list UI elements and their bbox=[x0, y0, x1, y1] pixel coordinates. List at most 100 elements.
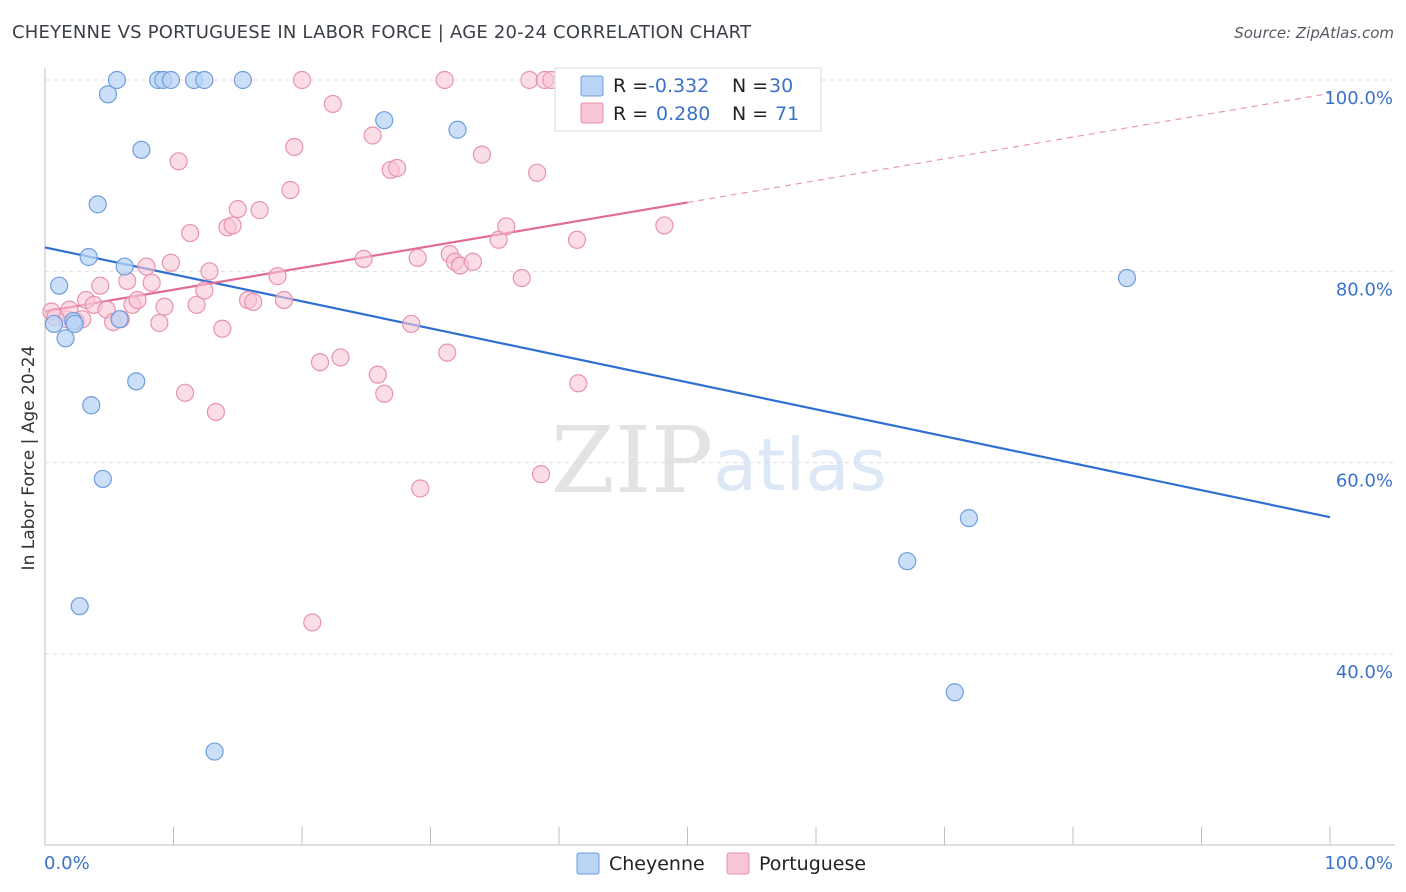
portuguese-point bbox=[331, 348, 350, 367]
cheyenne-point bbox=[1117, 268, 1137, 288]
portuguese-point bbox=[435, 70, 454, 90]
portuguese-point bbox=[200, 262, 219, 281]
portuguese-point bbox=[137, 257, 156, 276]
x-tick-label: 0.0% bbox=[44, 853, 90, 874]
portuguese-point bbox=[531, 465, 551, 484]
portuguese-point bbox=[187, 295, 206, 314]
portuguese-point bbox=[150, 313, 169, 333]
bottom-legend-label-cheyenne: Cheyenne bbox=[609, 853, 705, 875]
legend-r-label-2: R = bbox=[613, 103, 648, 125]
cheyenne-point bbox=[945, 683, 964, 702]
portuguese-point bbox=[206, 402, 226, 422]
portuguese-point bbox=[408, 248, 427, 268]
chart-title: CHEYENNE VS PORTUGUESE IN LABOR FORCE | … bbox=[12, 22, 752, 43]
portuguese-point bbox=[169, 152, 188, 171]
y-tick-labels: 100.0% 80.0% 60.0% 40.0% bbox=[1324, 88, 1393, 683]
portuguese-point bbox=[463, 252, 483, 271]
source-label: Source: ZipAtlas.com bbox=[1234, 24, 1394, 42]
cheyenne-point bbox=[448, 120, 467, 139]
portuguese-point bbox=[375, 384, 394, 403]
portuguese-point bbox=[438, 343, 457, 362]
cheyenne-point bbox=[98, 85, 118, 104]
y-tick-label: 40.0% bbox=[1336, 662, 1393, 683]
axes bbox=[44, 68, 1395, 846]
portuguese-point bbox=[195, 281, 214, 300]
portuguese-point bbox=[213, 319, 232, 338]
cheyenne-point bbox=[88, 195, 107, 214]
cheyenne-point bbox=[56, 329, 75, 348]
portuguese-point bbox=[512, 268, 531, 288]
portuguese-point bbox=[274, 290, 294, 310]
bottom-legend-label-portuguese: Portuguese bbox=[759, 853, 866, 875]
cheyenne-point bbox=[132, 140, 151, 159]
cheyenne-point bbox=[127, 372, 146, 391]
gridlines bbox=[45, 79, 1395, 655]
portuguese-point bbox=[323, 94, 342, 114]
portuguese-point bbox=[223, 216, 242, 235]
portuguese-point bbox=[244, 292, 263, 312]
x-tick-label: 100.0% bbox=[1324, 853, 1393, 874]
portuguese-point bbox=[411, 479, 430, 498]
legend-r-value-2: 0.280 bbox=[656, 103, 710, 125]
portuguese-point bbox=[528, 163, 547, 182]
portuguese-point bbox=[497, 217, 516, 236]
portuguese-point bbox=[655, 216, 674, 235]
cheyenne-point bbox=[115, 257, 134, 276]
legend-n-label-2: N = bbox=[732, 103, 768, 125]
portuguese-point bbox=[387, 158, 407, 178]
portuguese-point bbox=[250, 201, 269, 220]
cheyenne-point bbox=[161, 70, 181, 90]
legend-n-label-1: N = bbox=[732, 75, 768, 97]
portuguese-point bbox=[354, 249, 373, 268]
cheyenne-point bbox=[50, 276, 69, 295]
y-axis-title: In Labor Force | Age 20-24 bbox=[19, 346, 39, 571]
portuguese-point bbox=[285, 137, 304, 157]
portuguese-point bbox=[128, 290, 147, 310]
bottom-legend-swatch-cheyenne bbox=[576, 852, 600, 875]
portuguese-trend-line-extrapolated bbox=[687, 92, 1331, 204]
legend-n-value-1: 30 bbox=[769, 75, 793, 97]
portuguese-point bbox=[472, 145, 491, 164]
portuguese-point bbox=[520, 70, 539, 90]
portuguese-point bbox=[402, 314, 421, 334]
legend-swatch-cheyenne bbox=[580, 75, 604, 97]
portuguese-point bbox=[303, 613, 322, 632]
cheyenne-point bbox=[110, 310, 129, 329]
portuguese-point bbox=[142, 273, 161, 292]
legend-n-value-2: 71 bbox=[775, 103, 799, 125]
portuguese-point bbox=[155, 297, 174, 316]
portuguese-point bbox=[363, 126, 382, 145]
bottom-legend-swatch-portuguese bbox=[726, 852, 750, 875]
x-tick-labels: 0.0% 100.0% bbox=[44, 853, 1393, 874]
legend-swatch-portuguese bbox=[580, 102, 604, 124]
cheyenne-point bbox=[44, 314, 64, 334]
portuguese-point bbox=[281, 180, 300, 200]
portuguese-point bbox=[569, 374, 588, 393]
portuguese-point bbox=[161, 253, 181, 272]
portuguese-point bbox=[181, 223, 200, 243]
cheyenne-trend-line bbox=[44, 246, 1331, 519]
cheyenne-point bbox=[107, 70, 127, 90]
watermark-atlas: atlas bbox=[713, 423, 887, 507]
cheyenne-point bbox=[898, 552, 917, 571]
cheyenne-point bbox=[959, 509, 979, 528]
cheyenne-point bbox=[82, 396, 101, 415]
portuguese-point bbox=[91, 276, 110, 295]
cheyenne-point bbox=[375, 111, 394, 130]
cheyenne-point bbox=[233, 70, 252, 90]
portuguese-point bbox=[567, 230, 587, 249]
watermark-zip: ZIP bbox=[551, 407, 713, 514]
data-points bbox=[42, 70, 1137, 761]
y-tick-label: 100.0% bbox=[1324, 88, 1393, 109]
cheyenne-point bbox=[93, 469, 112, 489]
legend-r-label-1: R = bbox=[613, 75, 648, 97]
cheyenne-point bbox=[195, 70, 214, 90]
portuguese-point bbox=[228, 200, 247, 219]
legend-r-value-1: -0.332 bbox=[648, 75, 709, 97]
series-legend: Cheyenne Portuguese bbox=[576, 852, 866, 875]
cheyenne-point bbox=[79, 247, 98, 267]
cheyenne-point bbox=[70, 597, 89, 616]
portuguese-point bbox=[489, 230, 508, 249]
y-tick-label: 80.0% bbox=[1336, 279, 1393, 300]
